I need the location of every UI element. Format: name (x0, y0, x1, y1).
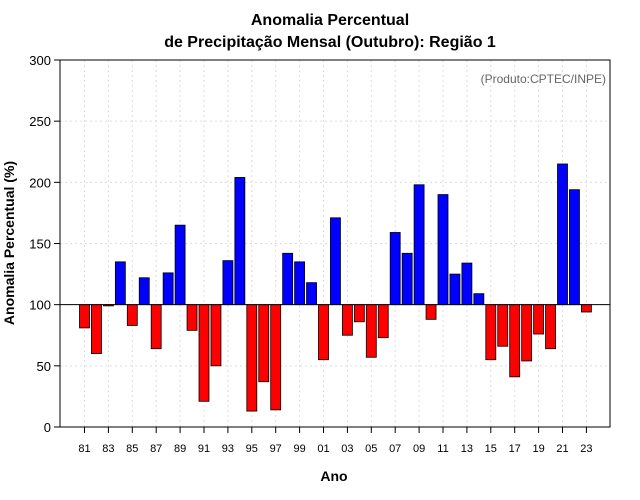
bar-2015 (485, 304, 497, 361)
bar-2002 (330, 217, 341, 306)
x-tick-label: 13 (461, 443, 473, 455)
y-tick-label: 250 (29, 114, 51, 129)
x-tick-label: 95 (246, 443, 258, 455)
x-tick-label: 01 (317, 443, 329, 455)
y-tick-label: 200 (29, 175, 51, 190)
bar-1981 (79, 304, 90, 329)
x-axis-ticks: 81 83 85 87 89 91 93 95 97 99 01 03 05 07 09 11 13 15 17 19… (78, 427, 593, 455)
bar-2017 (509, 304, 521, 378)
x-tick-label: 89 (174, 443, 186, 455)
bar-2016 (497, 304, 509, 347)
x-tick-label: 83 (102, 443, 114, 455)
y-axis-label: Anomalia Percentual (%) (1, 161, 17, 325)
x-tick-label: 03 (341, 443, 353, 455)
x-tick-label: 19 (532, 443, 544, 455)
bar-2022 (569, 189, 580, 306)
chart-title-line2: de Precipitação Mensal (Outubro): Região… (164, 34, 496, 51)
grid-lines (60, 60, 610, 427)
y-tick-label: 0 (44, 420, 51, 435)
bar-2003 (341, 304, 353, 336)
bar-1985 (126, 304, 138, 326)
bar-2000 (306, 282, 317, 306)
credit-label: (Produto:CPTEC/INPE) (481, 72, 606, 86)
y-tick-label: 50 (37, 359, 51, 374)
bar-1991 (198, 304, 210, 402)
x-tick-label: 05 (365, 443, 377, 455)
x-tick-label: 23 (580, 443, 592, 455)
bar-1992 (210, 304, 222, 367)
bar-1982 (91, 304, 102, 354)
bar-2021 (557, 163, 568, 306)
y-tick-label: 300 (29, 53, 51, 68)
x-tick-label: 99 (293, 443, 305, 455)
bar-2013 (461, 262, 473, 306)
bar-1996 (258, 304, 270, 383)
bar-1987 (150, 304, 162, 350)
bar-2009 (413, 184, 425, 306)
bar-2008 (401, 252, 413, 306)
x-tick-label: 09 (413, 443, 425, 455)
bar-1993 (222, 260, 234, 306)
bar-2011 (437, 194, 449, 306)
bar-1990 (186, 304, 198, 331)
x-tick-label: 93 (222, 443, 234, 455)
x-tick-label: 15 (485, 443, 497, 455)
bar-1999 (294, 261, 306, 306)
bar-2014 (473, 293, 485, 306)
x-axis-label: Ano (320, 468, 347, 484)
bar-2020 (545, 304, 556, 350)
bar-1989 (174, 224, 186, 306)
bar-2012 (449, 273, 461, 306)
bar-1994 (234, 177, 246, 306)
bar-series (79, 163, 592, 412)
x-tick-label: 81 (78, 443, 90, 455)
bar-2018 (521, 304, 533, 362)
x-tick-label: 97 (270, 443, 282, 455)
y-tick-label: 150 (29, 237, 51, 252)
x-tick-label: 21 (556, 443, 568, 455)
bar-2019 (533, 304, 544, 335)
bar-2001 (318, 304, 329, 361)
x-tick-label: 91 (198, 443, 210, 455)
x-tick-label: 17 (509, 443, 521, 455)
bar-1988 (162, 272, 174, 306)
bar-2010 (425, 304, 437, 320)
bar-2023 (581, 304, 592, 313)
bar-1998 (282, 252, 294, 306)
bar-1984 (114, 261, 126, 306)
x-tick-label: 87 (150, 443, 162, 455)
bar-2007 (389, 232, 401, 306)
bar-2006 (377, 304, 389, 339)
y-tick-label: 100 (29, 298, 51, 313)
bar-1986 (138, 277, 150, 306)
bar-1997 (270, 304, 282, 411)
x-tick-label: 07 (389, 443, 401, 455)
bar-1995 (246, 304, 258, 412)
chart-title-line1: Anomalia Percentual (251, 12, 409, 29)
x-tick-label: 85 (126, 443, 138, 455)
bar-2004 (353, 304, 365, 323)
x-tick-label: 11 (437, 443, 448, 455)
y-axis-ticks: 0 50 100 150 200 250 300 (29, 53, 60, 435)
bar-2005 (365, 304, 377, 358)
